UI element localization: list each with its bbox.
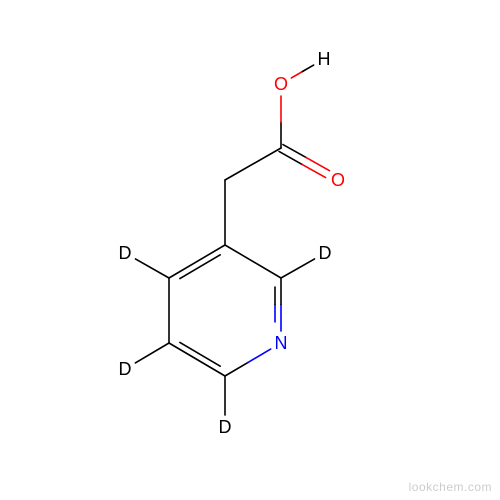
atom-d-label: D	[119, 359, 132, 379]
molecule-canvas: N O O H D D D D	[0, 0, 500, 500]
atom-n-label: N	[275, 333, 288, 353]
atom-o-label: O	[331, 170, 345, 190]
atom-h-label: H	[318, 49, 331, 69]
atom-d-label: D	[319, 243, 332, 263]
watermark-text: lookchem.com	[409, 480, 492, 494]
atom-o-label: O	[274, 74, 288, 94]
atom-d-label: D	[219, 417, 232, 437]
atom-d-label: D	[119, 243, 132, 263]
